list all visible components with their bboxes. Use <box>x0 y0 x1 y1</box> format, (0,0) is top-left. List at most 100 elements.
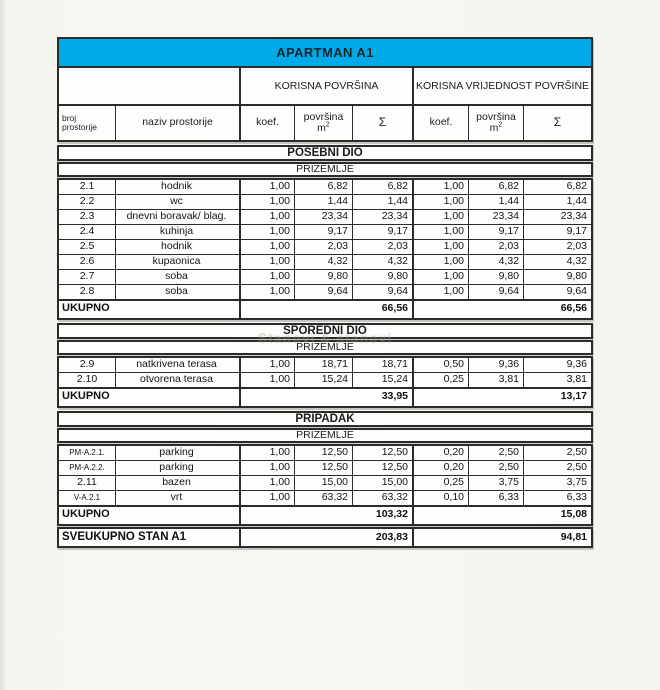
column-header-coef-korisna: koef. <box>239 106 294 140</box>
sum-korisna-cell: 15,24 <box>352 373 412 387</box>
room-name-cell: parking <box>115 446 239 460</box>
coef-vrijednost-cell: 1,00 <box>412 180 468 194</box>
room-number-cell: 2.5 <box>79 240 95 252</box>
room-number-cell: 2.8 <box>79 285 95 297</box>
group-header-empty <box>59 68 239 104</box>
table-row: PM-A.2.2. parking 1,00 12,50 12,50 0,20 2,50 2,… <box>59 460 591 475</box>
sum-korisna-cell: 6,82 <box>352 180 412 194</box>
sum-korisna-cell: 9,80 <box>352 270 412 284</box>
area-vrijednost-cell: 9,80 <box>468 270 523 284</box>
section-title: SPOREDNI DIO <box>57 323 593 339</box>
coef-vrijednost-cell: 1,00 <box>412 195 468 209</box>
coef-vrijednost-cell: 1,00 <box>412 210 468 224</box>
coef-korisna-cell: 1,00 <box>239 255 294 269</box>
coef-korisna-cell: 1,00 <box>239 358 294 372</box>
sum-korisna-cell: 23,34 <box>352 210 412 224</box>
area-vrijednost-cell: 9,36 <box>468 358 523 372</box>
area-korisna-cell: 23,34 <box>294 210 352 224</box>
sigma-symbol: Σ <box>378 115 387 130</box>
area-header-label: površina <box>303 110 344 123</box>
coef-korisna-cell: 1,00 <box>239 180 294 194</box>
area-korisna-cell: 63,32 <box>294 491 352 505</box>
area-header-label: površina <box>476 110 516 123</box>
sum-vrijednost-cell: 2,50 <box>523 461 591 475</box>
coef-vrijednost-cell: 0,50 <box>412 358 468 372</box>
area-korisna-cell: 9,17 <box>294 225 352 239</box>
sum-korisna-cell: 9,64 <box>352 285 412 299</box>
room-number-cell: PM-A.2.2. <box>69 463 105 472</box>
column-header-room-name: naziv prostorije <box>115 106 239 140</box>
room-number-cell: 2.6 <box>79 255 95 267</box>
table-header-block: APARTMAN A1 KORISNA POVRŠINA KORISNA VRI… <box>57 37 593 142</box>
area-korisna-cell: 4,32 <box>294 255 352 269</box>
coef-korisna-cell: 1,00 <box>239 270 294 284</box>
sum-vrijednost-cell: 9,36 <box>523 358 591 372</box>
room-name-cell: vrt <box>115 491 239 505</box>
sum-korisna-cell: 12,50 <box>352 446 412 460</box>
sigma-symbol: Σ <box>553 115 562 130</box>
table-row: 2.2 wc 1,00 1,44 1,44 1,00 1,44 1,44 <box>59 194 591 209</box>
room-number-header-line2: prostorije <box>62 122 97 132</box>
area-korisna-cell: 9,80 <box>294 270 352 284</box>
column-header-area-korisna: površina m2 <box>294 106 352 140</box>
coef-vrijednost-cell: 0,25 <box>412 373 468 387</box>
sum-korisna-cell: 12,50 <box>352 461 412 475</box>
apartment-title-bar: APARTMAN A1 <box>59 39 591 68</box>
room-number-cell: 2.11 <box>77 476 97 488</box>
area-korisna-cell: 15,00 <box>294 476 352 490</box>
coef-vrijednost-cell: 1,00 <box>412 255 468 269</box>
area-korisna-cell: 15,24 <box>294 373 352 387</box>
coef-vrijednost-cell: 0,20 <box>412 461 468 475</box>
table-row: 2.3 dnevni boravak/ blag. 1,00 23,34 23,34 1,… <box>59 209 591 224</box>
area-vrijednost-cell: 3,81 <box>468 373 523 387</box>
room-name-cell: kupaonica <box>115 255 239 269</box>
room-number-cell: 2.4 <box>79 225 95 237</box>
section-total-korisna-value: 103,32 <box>239 507 412 524</box>
floor-title: PRIZEMLJE <box>57 162 593 177</box>
coef-vrijednost-cell: 1,00 <box>412 270 468 284</box>
table-row: 2.4 kuhinja 1,00 9,17 9,17 1,00 9,17 9,17 <box>59 224 591 239</box>
coef-korisna-cell: 1,00 <box>239 491 294 505</box>
group-header-korisna: KORISNA POVRŠINA <box>239 68 412 104</box>
sum-vrijednost-cell: 6,33 <box>523 491 591 505</box>
table-row: 2.1 hodnik 1,00 6,82 6,82 1,00 6,82 6,82 <box>59 180 591 194</box>
sum-korisna-cell: 18,71 <box>352 358 412 372</box>
room-name-cell: bazen <box>115 476 239 490</box>
sum-korisna-cell: 63,32 <box>352 491 412 505</box>
grand-total-row: SVEUKUPNO STAN A1 203,83 94,81 <box>57 527 593 548</box>
grand-total-korisna-value: 203,83 <box>239 529 412 546</box>
room-number-cell: 2.3 <box>79 210 95 222</box>
room-number-cell: PM-A.2.1. <box>69 448 105 457</box>
section-total-korisna-value: 33,95 <box>239 389 412 406</box>
coef-korisna-cell: 1,00 <box>239 225 294 239</box>
table-row: 2.9 natkrivena terasa 1,00 18,71 18,71 0,50 9,… <box>59 358 591 372</box>
area-vrijednost-cell: 2,50 <box>468 461 523 475</box>
section-rows: 2.1 hodnik 1,00 6,82 6,82 1,00 6,82 6,82 2.2 wc 1,… <box>57 178 593 320</box>
room-number-cell: 2.9 <box>79 358 95 370</box>
room-name-cell: soba <box>115 285 239 299</box>
section-total-label: UKUPNO <box>62 302 110 314</box>
room-name-cell: dnevni boravak/ blag. <box>115 210 239 224</box>
section-total-vrijednost-value: 15,08 <box>412 507 591 524</box>
table-row: PM-A.2.1. parking 1,00 12,50 12,50 0,20 2,50 2,… <box>59 446 591 460</box>
section-total-row: UKUPNO 33,95 13,17 <box>59 387 591 406</box>
room-name-cell: hodnik <box>115 240 239 254</box>
sum-vrijednost-cell: 2,50 <box>523 446 591 460</box>
area-korisna-cell: 18,71 <box>294 358 352 372</box>
apartment-title: APARTMAN A1 <box>276 45 374 60</box>
area-vrijednost-cell: 23,34 <box>468 210 523 224</box>
room-name-cell: otvorena terasa <box>115 373 239 387</box>
area-vrijednost-cell: 9,64 <box>468 285 523 299</box>
column-header-coef-vrijednost: koef. <box>412 106 468 140</box>
column-header-sum-vrijednost: Σ <box>523 106 591 140</box>
room-name-cell: soba <box>115 270 239 284</box>
section-title: POSEBNI DIO <box>57 145 593 161</box>
room-name-cell: natkrivena terasa <box>115 358 239 372</box>
room-number-header-line1: broj <box>62 112 77 123</box>
room-name-cell: kuhinja <box>115 225 239 239</box>
sections-container: POSEBNI DIO PRIZEMLJE 2.1 hodnik 1,00 6,82 6,8… <box>57 145 593 526</box>
area-header-unit: m2 <box>489 121 503 134</box>
area-vrijednost-cell: 4,32 <box>468 255 523 269</box>
area-korisna-cell: 12,50 <box>294 446 352 460</box>
